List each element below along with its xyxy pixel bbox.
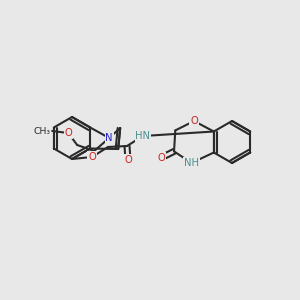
- Text: O: O: [158, 153, 165, 163]
- Text: O: O: [64, 128, 72, 138]
- Text: HN: HN: [136, 131, 151, 141]
- Text: O: O: [88, 152, 96, 162]
- Text: CH₃: CH₃: [33, 127, 50, 136]
- Text: O: O: [124, 155, 132, 165]
- Text: NH: NH: [184, 158, 199, 168]
- Text: O: O: [190, 116, 198, 126]
- Text: N: N: [105, 133, 113, 143]
